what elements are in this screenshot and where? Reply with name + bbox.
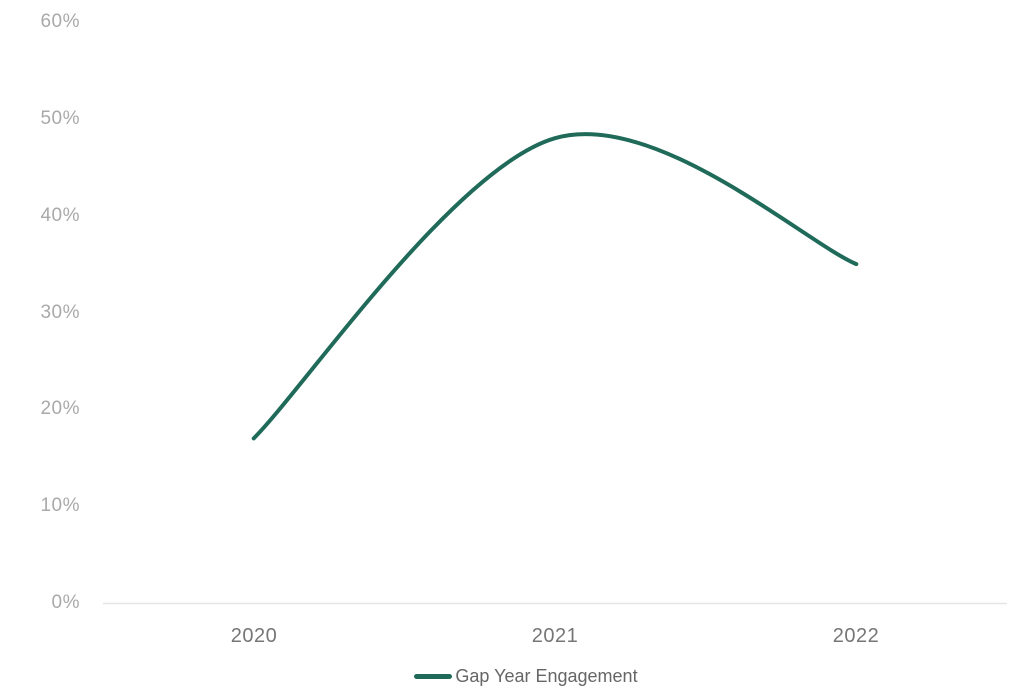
y-tick-40: 40%: [40, 205, 80, 226]
y-tick-30: 30%: [40, 302, 80, 323]
y-tick-50: 50%: [40, 108, 80, 129]
x-tick-2020: 2020: [230, 625, 278, 647]
y-tick-10: 10%: [40, 495, 80, 516]
series-line: [251, 132, 859, 441]
legend: Gap Year Engagement: [14, 663, 1024, 689]
legend-line-marker-icon: [414, 673, 453, 679]
x-tick-2021: 2021: [531, 625, 579, 647]
y-tick-20: 20%: [40, 398, 80, 419]
legend-label: Gap Year Engagement: [455, 666, 638, 686]
x-tick-2022: 2022: [832, 625, 880, 647]
y-tick-60: 60%: [40, 11, 80, 32]
y-tick-0: 0%: [51, 592, 80, 613]
